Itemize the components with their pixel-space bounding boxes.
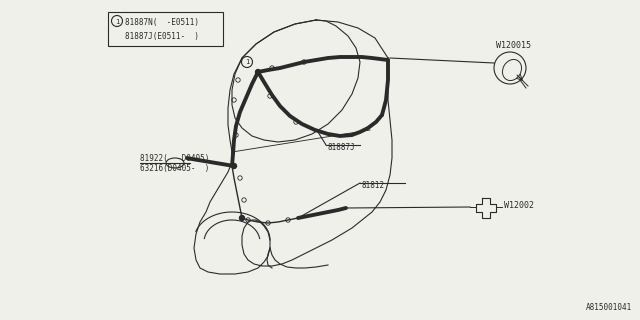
Text: 81812: 81812 (362, 181, 385, 190)
Text: A815001041: A815001041 (586, 303, 632, 312)
Circle shape (255, 69, 260, 75)
Circle shape (239, 215, 244, 220)
Text: 81887N(  -E0511): 81887N( -E0511) (125, 18, 199, 27)
Text: 81887J: 81887J (328, 143, 356, 153)
Text: W12002: W12002 (504, 201, 534, 210)
Text: 1: 1 (245, 60, 249, 66)
Text: 1: 1 (115, 19, 119, 25)
Text: 81922(  -D0405): 81922( -D0405) (140, 154, 209, 163)
Text: 81887J(E0511-  ): 81887J(E0511- ) (125, 31, 199, 41)
Text: 63216(D0405-  ): 63216(D0405- ) (140, 164, 209, 172)
Circle shape (232, 164, 237, 169)
Text: W120015: W120015 (496, 42, 531, 51)
